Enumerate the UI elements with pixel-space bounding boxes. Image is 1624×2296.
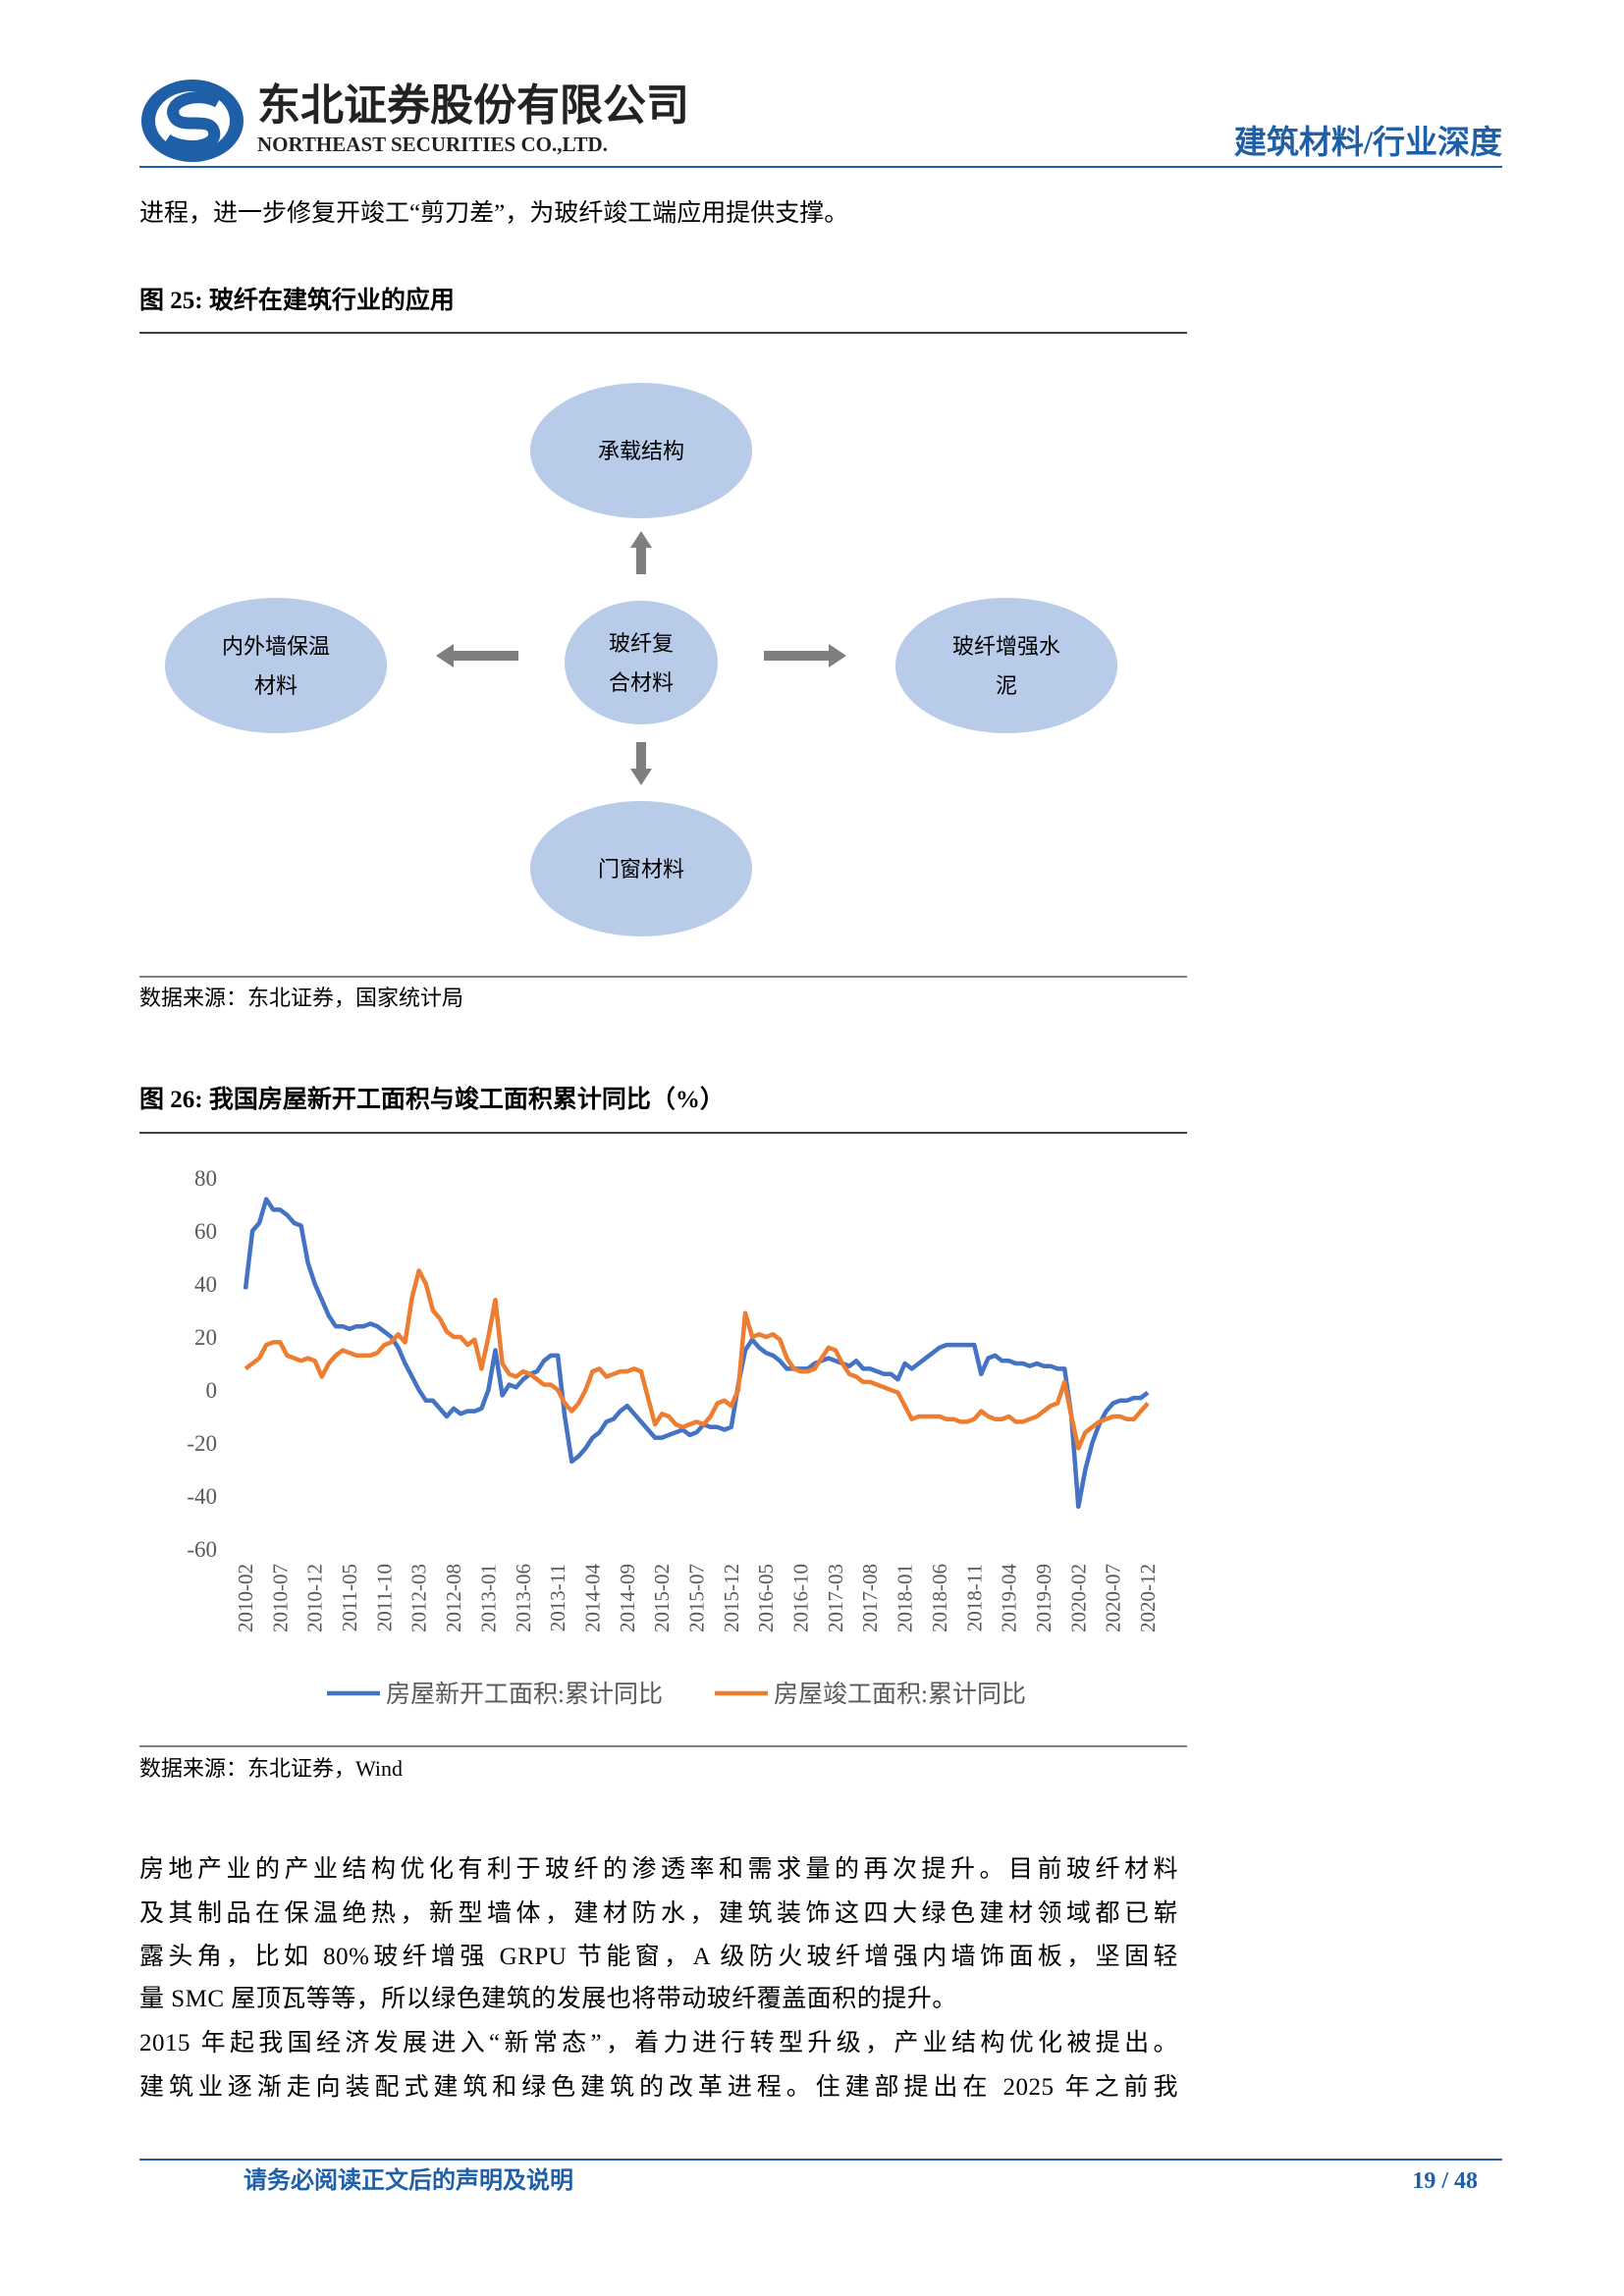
arrow-down [630,742,652,785]
x-tick-label: 2019-04 [998,1564,1021,1632]
x-tick-label: 2020-02 [1066,1564,1090,1632]
node-label: 门窗材料 [598,857,684,881]
body-line: 2015 年起我国经济发展进入“新常态”，着力进行转型升级，产业结构优化被提出。 [139,2030,1178,2056]
x-tick-label: 2018-11 [962,1564,986,1631]
y-tick-label: 40 [194,1272,217,1297]
series-line [244,1268,1150,1451]
x-tick-label: 2013-06 [512,1564,535,1632]
node [895,598,1117,733]
x-tick-label: 2019-09 [1032,1564,1056,1632]
body-line: 房地产业的产业结构优化有利于玻纤的渗透率和需求量的再次提升。目前玻纤材料 [139,1856,1178,1883]
company-name: 东北证券股份有限公司 [257,81,689,130]
node-label: 承载结构 [598,439,684,463]
node-label: 合材料 [609,670,674,695]
x-tick-label: 2010-02 [234,1564,257,1632]
node-label: 材料 [254,673,298,698]
x-tick-label: 2014-04 [580,1564,604,1632]
logo [141,80,244,162]
arrow-right [764,644,846,667]
x-tick-label: 2018-06 [928,1564,951,1632]
body-line: 及其制品在保温绝热，新型墙体，建材防水，建筑装饰这四大绿色建材领域都已崭 [139,1900,1178,1927]
body-line: 建筑业逐渐走向装配式建筑和绿色建筑的改革进程。住建部提出在 2025 年之前我 [139,2074,1178,2101]
x-tick-label: 2013-11 [546,1564,569,1631]
y-tick-label: 80 [194,1166,217,1191]
series-line [243,1197,1150,1510]
x-tick-label: 2013-01 [476,1564,500,1632]
figure-title: 图 26: 我国房屋新开工面积与竣工面积累计同比（%） [139,1085,725,1113]
y-tick-label: 20 [194,1325,217,1350]
node [530,801,752,936]
x-tick-label: 2010-12 [303,1564,327,1632]
legend-label: 房屋新开工面积:累计同比 [386,1681,663,1708]
arrows [436,531,846,785]
x-tick-label: 2011-10 [372,1564,396,1631]
body-line: 量 SMC 屋顶瓦等等，所以绿色建筑的发展也将带动玻纤覆盖面积的提升。 [139,1986,957,2012]
node-label: 泥 [996,673,1017,698]
x-tick-label: 2011-05 [338,1564,361,1631]
x-tick-label: 2017-08 [858,1564,882,1632]
figure-source: 数据来源：东北证券，Wind [139,1756,403,1781]
body-line: 露头角，比如 80%玻纤增强 GRPU 节能窗，A 级防火玻纤增强内墙饰面板，坚… [139,1944,1178,1970]
node-label: 玻纤复 [609,631,674,656]
logo-s [163,91,221,152]
arrow-left [436,644,518,667]
node [530,383,752,518]
company-name-en: NORTHEAST SECURITIES CO.,LTD. [257,133,608,156]
node [165,598,387,733]
y-tick-label: 0 [206,1378,218,1403]
x-tick-label: 2015-07 [685,1564,709,1632]
x-tick-label: 2018-01 [893,1564,917,1632]
intro-text: 进程，进一步修复开竣工“剪刀差”，为玻纤竣工端应用提供支撑。 [139,199,848,227]
x-tick-label: 2014-09 [616,1564,639,1632]
figure-title: 图 25: 玻纤在建筑行业的应用 [139,286,455,314]
y-tick-label: -20 [187,1431,217,1456]
x-tick-label: 2020-12 [1136,1564,1160,1632]
y-tick-label: -40 [187,1484,217,1509]
x-tick-label: 2017-03 [824,1564,847,1632]
chart: -60 -40 -20 0 20 40 60 80 2010-02 2010-07 2010-12 2… [187,1166,1160,1708]
x-tick-label: 2015-02 [650,1564,674,1632]
x-tick-label: 2016-10 [789,1564,813,1632]
node-label: 内外墙保温 [222,634,330,659]
node-label: 玻纤增强水 [952,634,1060,659]
y-tick-label: 60 [194,1219,217,1244]
legend-label: 房屋竣工面积:累计同比 [774,1681,1026,1708]
x-tick-label: 2016-05 [754,1564,778,1632]
node [565,601,718,724]
x-tick-label: 2015-12 [720,1564,743,1632]
x-tick-label: 2012-03 [407,1564,431,1632]
report-category: 建筑材料/行业深度 [1234,125,1502,161]
y-tick-label: -60 [187,1537,217,1562]
x-tick-label: 2020-07 [1102,1564,1125,1632]
x-tick-label: 2012-08 [442,1564,465,1632]
page-number: 19 / 48 [1412,2168,1478,2194]
figure-source: 数据来源：东北证券，国家统计局 [139,986,463,1010]
footer-notice: 请务必阅读正文后的声明及说明 [244,2166,573,2194]
arrow-up [630,531,652,574]
x-tick-label: 2010-07 [268,1564,292,1632]
